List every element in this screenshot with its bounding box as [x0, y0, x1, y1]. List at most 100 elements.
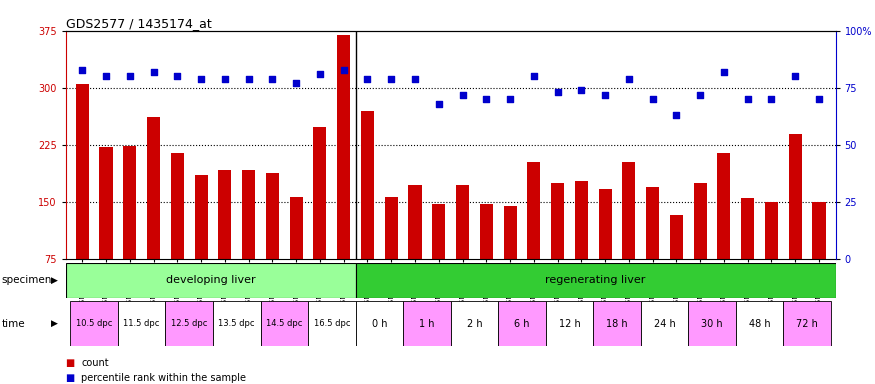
Point — [242, 76, 256, 82]
Bar — [598, 189, 612, 259]
Point — [765, 96, 779, 103]
Point — [194, 76, 208, 82]
Text: 2 h: 2 h — [466, 318, 482, 329]
Text: 48 h: 48 h — [749, 318, 770, 329]
Text: time: time — [2, 318, 25, 329]
Point — [289, 80, 303, 86]
Text: 0 h: 0 h — [372, 318, 387, 329]
Text: ▶: ▶ — [51, 319, 58, 328]
Bar — [403, 301, 451, 346]
Point — [146, 69, 160, 75]
Text: 13.5 dpc: 13.5 dpc — [219, 319, 255, 328]
Bar — [593, 301, 640, 346]
Text: 18 h: 18 h — [606, 318, 627, 329]
Bar — [409, 185, 422, 259]
Point — [550, 89, 564, 96]
Point — [646, 96, 660, 103]
Bar — [788, 134, 802, 259]
Bar — [783, 301, 831, 346]
Point — [693, 92, 707, 98]
Point — [384, 76, 398, 82]
Bar — [171, 152, 184, 259]
Bar — [385, 197, 398, 259]
Bar — [551, 183, 564, 259]
Text: count: count — [81, 358, 109, 368]
Point — [717, 69, 731, 75]
Point — [123, 73, 136, 79]
Text: 12 h: 12 h — [558, 318, 580, 329]
Bar — [646, 187, 659, 259]
Text: ▶: ▶ — [51, 276, 58, 285]
Point — [669, 112, 683, 118]
Text: 12.5 dpc: 12.5 dpc — [171, 319, 207, 328]
Point — [527, 73, 541, 79]
Point — [574, 87, 588, 93]
Bar — [694, 183, 707, 259]
Point — [99, 73, 113, 79]
Point — [337, 66, 351, 73]
Text: percentile rank within the sample: percentile rank within the sample — [81, 373, 247, 383]
Text: 1 h: 1 h — [419, 318, 435, 329]
Point — [598, 92, 612, 98]
Bar — [813, 202, 825, 259]
Point — [265, 76, 279, 82]
Bar — [640, 301, 689, 346]
Bar — [219, 170, 231, 259]
Bar — [66, 263, 355, 298]
Bar — [451, 301, 498, 346]
Bar — [432, 204, 445, 259]
Bar — [355, 301, 403, 346]
Text: 30 h: 30 h — [701, 318, 723, 329]
Text: 11.5 dpc: 11.5 dpc — [123, 319, 160, 328]
Point — [313, 71, 327, 77]
Bar — [480, 204, 493, 259]
Bar — [147, 117, 160, 259]
Bar — [213, 301, 261, 346]
Bar — [242, 170, 256, 259]
Text: ■: ■ — [66, 373, 75, 383]
Bar — [456, 185, 469, 259]
Bar — [765, 202, 778, 259]
Bar — [498, 301, 546, 346]
Text: specimen: specimen — [2, 275, 52, 285]
Bar — [118, 301, 165, 346]
Point — [171, 73, 185, 79]
Point — [431, 101, 445, 107]
Bar — [337, 35, 350, 259]
Point — [503, 96, 517, 103]
Point — [812, 96, 826, 103]
Bar — [308, 301, 355, 346]
Bar — [718, 152, 731, 259]
Text: GDS2577 / 1435174_at: GDS2577 / 1435174_at — [66, 17, 212, 30]
Bar — [313, 127, 326, 259]
Bar — [355, 263, 836, 298]
Bar — [546, 301, 593, 346]
Bar — [575, 181, 588, 259]
Text: 24 h: 24 h — [654, 318, 676, 329]
Bar — [622, 162, 635, 259]
Bar — [670, 215, 682, 259]
Bar — [360, 111, 374, 259]
Text: 10.5 dpc: 10.5 dpc — [76, 319, 112, 328]
Text: 72 h: 72 h — [796, 318, 818, 329]
Bar — [194, 175, 207, 259]
Point — [480, 96, 494, 103]
Point — [741, 96, 755, 103]
Bar — [741, 198, 754, 259]
Bar — [70, 301, 118, 346]
Point — [75, 66, 89, 73]
Point — [456, 92, 470, 98]
Text: regenerating liver: regenerating liver — [545, 275, 646, 285]
Bar — [261, 301, 308, 346]
Bar — [266, 173, 279, 259]
Bar — [528, 162, 541, 259]
Point — [408, 76, 422, 82]
Bar — [76, 84, 88, 259]
Bar — [123, 146, 136, 259]
Bar — [503, 206, 516, 259]
Bar — [100, 147, 113, 259]
Text: 16.5 dpc: 16.5 dpc — [313, 319, 350, 328]
Bar — [165, 301, 213, 346]
Point — [788, 73, 802, 79]
Point — [218, 76, 232, 82]
